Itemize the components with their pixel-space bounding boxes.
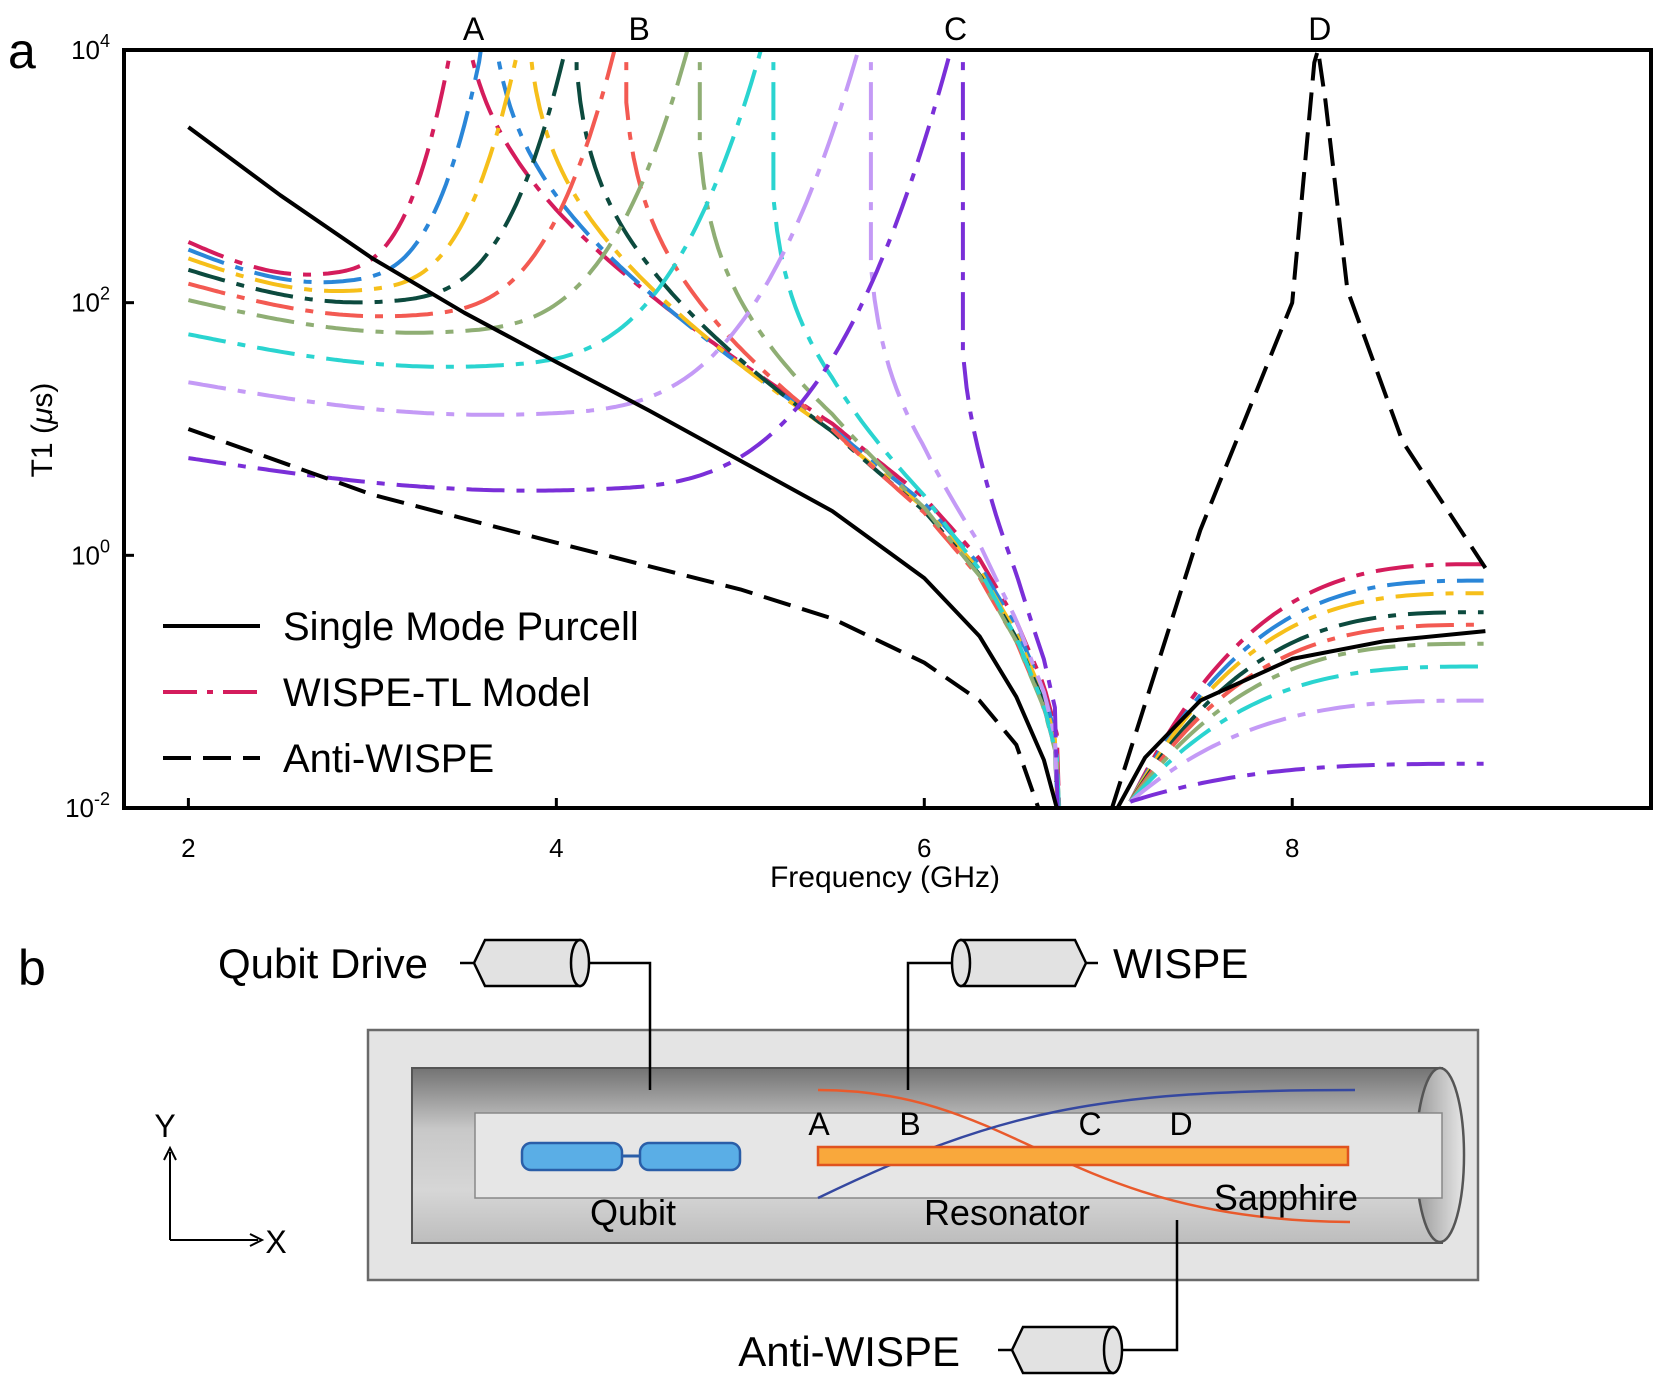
sapphire-label: Sapphire	[1214, 1177, 1358, 1218]
series-0-upper	[468, 50, 1062, 808]
anti-wispe-label: Anti-WISPE	[738, 1328, 960, 1375]
wispe-label: WISPE	[1113, 940, 1248, 987]
wispe-connector	[906, 938, 1098, 1090]
marker-c: C	[944, 11, 967, 47]
marker-a: A	[463, 11, 485, 47]
series-5-upper	[697, 50, 1061, 808]
series-6-left	[188, 50, 763, 369]
axis-ticks	[124, 48, 1294, 810]
plot-frame	[122, 48, 1653, 810]
x-tick-label-4: 4	[549, 833, 563, 863]
series-7-upper	[868, 50, 1060, 808]
x-tick-label-8: 8	[1285, 833, 1299, 863]
purcell-curve-right	[1115, 629, 1486, 808]
x-tick-label-2: 2	[181, 833, 195, 863]
series-8-upper	[960, 50, 1060, 808]
chart-curves	[187, 50, 1488, 808]
diagram-pos-a: A	[808, 1106, 830, 1142]
resonator-label: Resonator	[924, 1192, 1090, 1233]
marker-d: D	[1308, 11, 1331, 47]
x-tick-label-6: 6	[917, 833, 931, 863]
top-markers: A B C D	[463, 11, 1332, 47]
y-tick-label-minus2: 10-2	[65, 789, 110, 823]
qubit-drive-label: Qubit Drive	[218, 940, 428, 987]
qubit-pad-left	[520, 1141, 624, 1172]
series-2-upper	[528, 50, 1060, 808]
anti-wispe-curve-right	[1110, 50, 1488, 808]
y-tick-label-4: 104	[71, 31, 110, 65]
series-7-right	[1129, 698, 1484, 804]
qubit-label: Qubit	[590, 1192, 676, 1233]
x-axis-label: Frequency (GHz)	[770, 861, 1000, 894]
purcell-curve-left	[187, 125, 1059, 808]
y-tick-labels: 10-2 100 102 104	[65, 31, 110, 823]
resonator-strip	[816, 1145, 1350, 1167]
series-1-upper	[494, 50, 1060, 808]
anti-wispe-curve-left	[187, 427, 1041, 808]
y-tick-label-2: 102	[71, 284, 110, 318]
diagram-pos-c: C	[1078, 1106, 1101, 1142]
legend-label-purcell: Single Mode Purcell	[283, 605, 639, 649]
legend-label-wispe-tl: WISPE-TL Model	[283, 671, 590, 715]
coordinate-axes	[163, 1145, 265, 1247]
panel-a-letter: a	[8, 23, 36, 79]
x-tick-labels: 2 4 6 8	[181, 833, 1299, 863]
anti-wispe-connector	[998, 1220, 1179, 1375]
series-6-right	[1128, 664, 1484, 804]
series-4-right	[1128, 622, 1484, 803]
series-8-right	[1129, 761, 1484, 804]
series-4-left	[187, 50, 617, 319]
series-8-left	[188, 50, 953, 493]
legend-label-anti-wispe: Anti-WISPE	[283, 737, 494, 781]
series-2-left	[187, 50, 520, 293]
series-6-upper	[771, 50, 1061, 808]
qubit	[520, 1141, 742, 1172]
diagram-pos-d: D	[1169, 1106, 1192, 1142]
axis-x-label: X	[265, 1224, 286, 1260]
panel-b-letter: b	[18, 940, 46, 996]
series-5-right	[1128, 641, 1484, 803]
series-4-upper	[624, 50, 1061, 808]
axis-y-label: Y	[154, 1108, 175, 1144]
series-5-left	[187, 50, 690, 335]
y-axis-label: T1 (μs)	[26, 383, 59, 478]
series-1-right	[1128, 578, 1484, 803]
diagram-pos-b: B	[899, 1106, 920, 1142]
legend: Single Mode Purcell WISPE-TL Model Anti-…	[163, 605, 639, 781]
marker-b: B	[628, 11, 649, 47]
series-1-left	[187, 50, 483, 285]
series-3-upper	[574, 50, 1060, 808]
series-3-left	[187, 50, 567, 305]
qubit-drive-connector	[460, 938, 652, 1090]
y-tick-label-0: 100	[71, 536, 110, 570]
series-3-right	[1128, 610, 1484, 803]
qubit-pad-right	[638, 1141, 742, 1172]
